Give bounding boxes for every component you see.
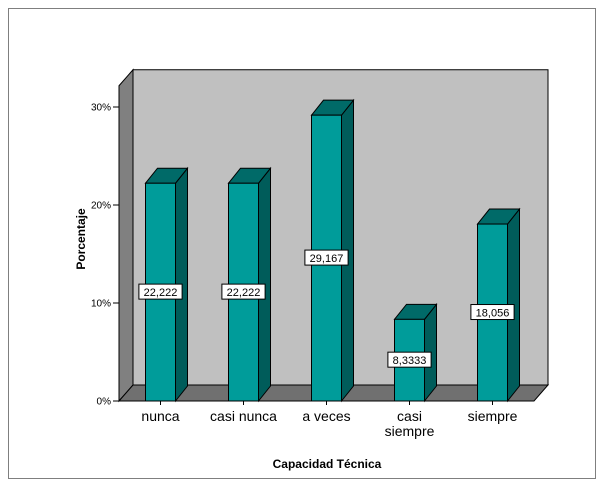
x-tick-label: casi bbox=[397, 408, 422, 424]
data-label-box bbox=[138, 283, 183, 300]
bar: 29,167 bbox=[304, 98, 355, 403]
data-label: 18,056 bbox=[476, 308, 510, 320]
x-tick-label: nunca bbox=[141, 408, 179, 424]
side-wall bbox=[118, 68, 134, 403]
chart-frame: 0% 10% 20% 30% 22,222 22,222 29,167 8,3333 18,0… bbox=[8, 8, 596, 479]
data-label: 22,222 bbox=[227, 287, 261, 299]
y-tick-label: 10% bbox=[91, 299, 111, 310]
bar: 22,222 bbox=[138, 166, 189, 403]
x-tick-label: siempre bbox=[468, 408, 518, 424]
data-label: 29,167 bbox=[310, 253, 344, 265]
bar: 18,056 bbox=[470, 207, 521, 403]
bar-chart: 0% 10% 20% 30% 22,222 22,222 29,167 8,3333 18,0… bbox=[74, 68, 550, 471]
data-label-box bbox=[387, 351, 432, 368]
bars: 22,222 22,222 29,167 8,3333 18,056 bbox=[138, 98, 521, 403]
y-axis-title: Porcentaje bbox=[74, 208, 88, 270]
y-tick-label: 20% bbox=[91, 201, 111, 212]
bar: 8,3333 bbox=[387, 302, 438, 403]
y-axis: 0% 10% 20% 30% bbox=[91, 103, 119, 408]
x-axis-title: Capacidad Técnica bbox=[273, 457, 382, 471]
y-tick-label: 0% bbox=[97, 397, 112, 408]
data-label: 8,3333 bbox=[393, 355, 427, 367]
x-tick-label: siempre bbox=[385, 423, 435, 439]
y-tick-label: 30% bbox=[91, 103, 111, 114]
x-tick-label: a veces bbox=[302, 408, 350, 424]
data-label-box bbox=[470, 304, 515, 321]
x-tick-label: casi nunca bbox=[210, 408, 277, 424]
bar: 22,222 bbox=[221, 166, 272, 403]
data-label-box bbox=[304, 249, 349, 266]
data-label: 22,222 bbox=[144, 287, 178, 299]
data-label-box bbox=[221, 283, 266, 300]
